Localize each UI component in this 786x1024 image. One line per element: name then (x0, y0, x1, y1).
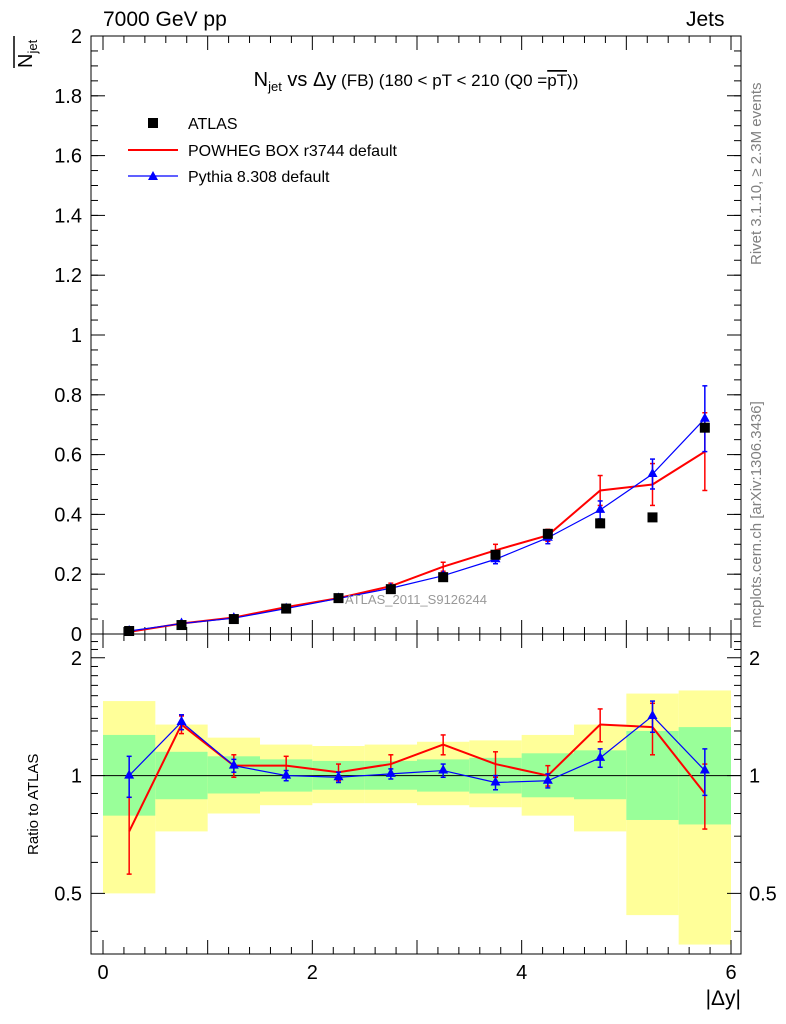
atlas-point (281, 603, 292, 614)
rivet-version-label: Rivet 3.1.10, ≥ 2.3M events (748, 83, 765, 266)
main-y-tick-label: 1 (71, 325, 82, 347)
atlas-point (542, 528, 553, 539)
atlas-point (595, 518, 606, 529)
ratio-y-tick-label: 2 (71, 648, 82, 670)
pythia-ratio-point (385, 767, 396, 777)
ratio-y-tick-label: 0.5 (54, 883, 82, 905)
atlas-point (490, 549, 501, 560)
pythia-ratio-point (228, 759, 239, 769)
pythia-ratio-point (176, 716, 187, 726)
svg-text:Njet: Njet (15, 39, 40, 68)
main-y-tick-label: 1.2 (54, 265, 82, 287)
axis-ticks (91, 35, 741, 954)
x-axis-label: |Δy| (706, 987, 741, 1010)
legend-entry-atlas: ATLAS (188, 116, 238, 133)
ratio-y-axis-label: Ratio to ATLAS (25, 754, 42, 855)
pythia-ratio-point (333, 771, 344, 781)
analysis-watermark: ATLAS_2011_S9126244 (345, 592, 487, 607)
pythia-ratio-point (281, 769, 292, 779)
pythia-ratio-point (490, 776, 501, 786)
atlas-point (333, 593, 344, 604)
mcplots-reference-label: mcplots.cern.ch [arXiv:1306.3436] (748, 401, 765, 628)
main-y-tick-label: 1.4 (54, 205, 82, 227)
x-tick-label: 2 (307, 962, 318, 984)
atlas-point (699, 422, 710, 433)
pythia-point (699, 412, 710, 422)
chart-title: Njet vs Δy (FB) (180 < pT < 210 (Q0 =pT)… (254, 69, 579, 94)
atlas-point (438, 572, 449, 583)
ratio-y-tick-label-right: 1 (749, 766, 760, 788)
atlas-point (228, 614, 239, 625)
pythia-ratio-point (647, 709, 658, 719)
data-series (124, 385, 710, 875)
main-y-tick-label: 1.8 (54, 86, 82, 108)
ratio-y-tick-label: 1 (71, 766, 82, 788)
x-tick-label: 4 (516, 962, 527, 984)
ratio-y-tick-label-right: 0.5 (749, 883, 777, 905)
atlas-point (647, 512, 658, 523)
header-energy-label: 7000 GeV pp (103, 8, 227, 31)
pythia-ratio-point (699, 764, 710, 774)
ratio-y-tick-label-right: 2 (749, 648, 760, 670)
pythia-ratio-point (124, 769, 135, 779)
x-tick-label: 0 (97, 962, 108, 984)
main-y-tick-label: 1.6 (54, 146, 82, 168)
tick-labels: 00.20.40.60.811.21.41.61.820.5 0.51 12 20 2 4… (54, 26, 777, 984)
main-y-tick-label: 0 (71, 624, 82, 646)
legend-marker-atlas (148, 118, 158, 128)
pythia-ratio-line (128, 715, 706, 784)
main-y-tick-label: 0.2 (54, 564, 82, 586)
main-y-axis-label: Njet (15, 39, 40, 68)
main-y-tick-label: 0.8 (54, 385, 82, 407)
main-y-tick-label: 0.4 (54, 504, 82, 526)
main-y-tick-label: 2 (71, 26, 82, 48)
ratio-plot-frame (90, 633, 742, 955)
header-process-label: Jets (686, 8, 725, 31)
pythia-ratio-point (595, 751, 606, 761)
pythia-ratio-point (438, 764, 449, 774)
pythia-ratio-point (542, 774, 553, 784)
pythia-point (647, 468, 658, 478)
legend-entry-pythia: Pythia 8.308 default (188, 169, 330, 186)
atlas-point (124, 626, 135, 637)
pythia-point (595, 503, 606, 513)
main-y-tick-label: 0.6 (54, 445, 82, 467)
legend-marker-pythia (148, 171, 158, 180)
legend: ATLAS POWHEG BOX r3744 default Pythia 8.… (128, 116, 398, 186)
x-tick-label: 6 (725, 962, 736, 984)
atlas-point (176, 620, 187, 631)
pythia-line (129, 418, 706, 632)
legend-entry-powheg: POWHEG BOX r3744 default (188, 143, 398, 160)
atlas-point (385, 584, 396, 595)
